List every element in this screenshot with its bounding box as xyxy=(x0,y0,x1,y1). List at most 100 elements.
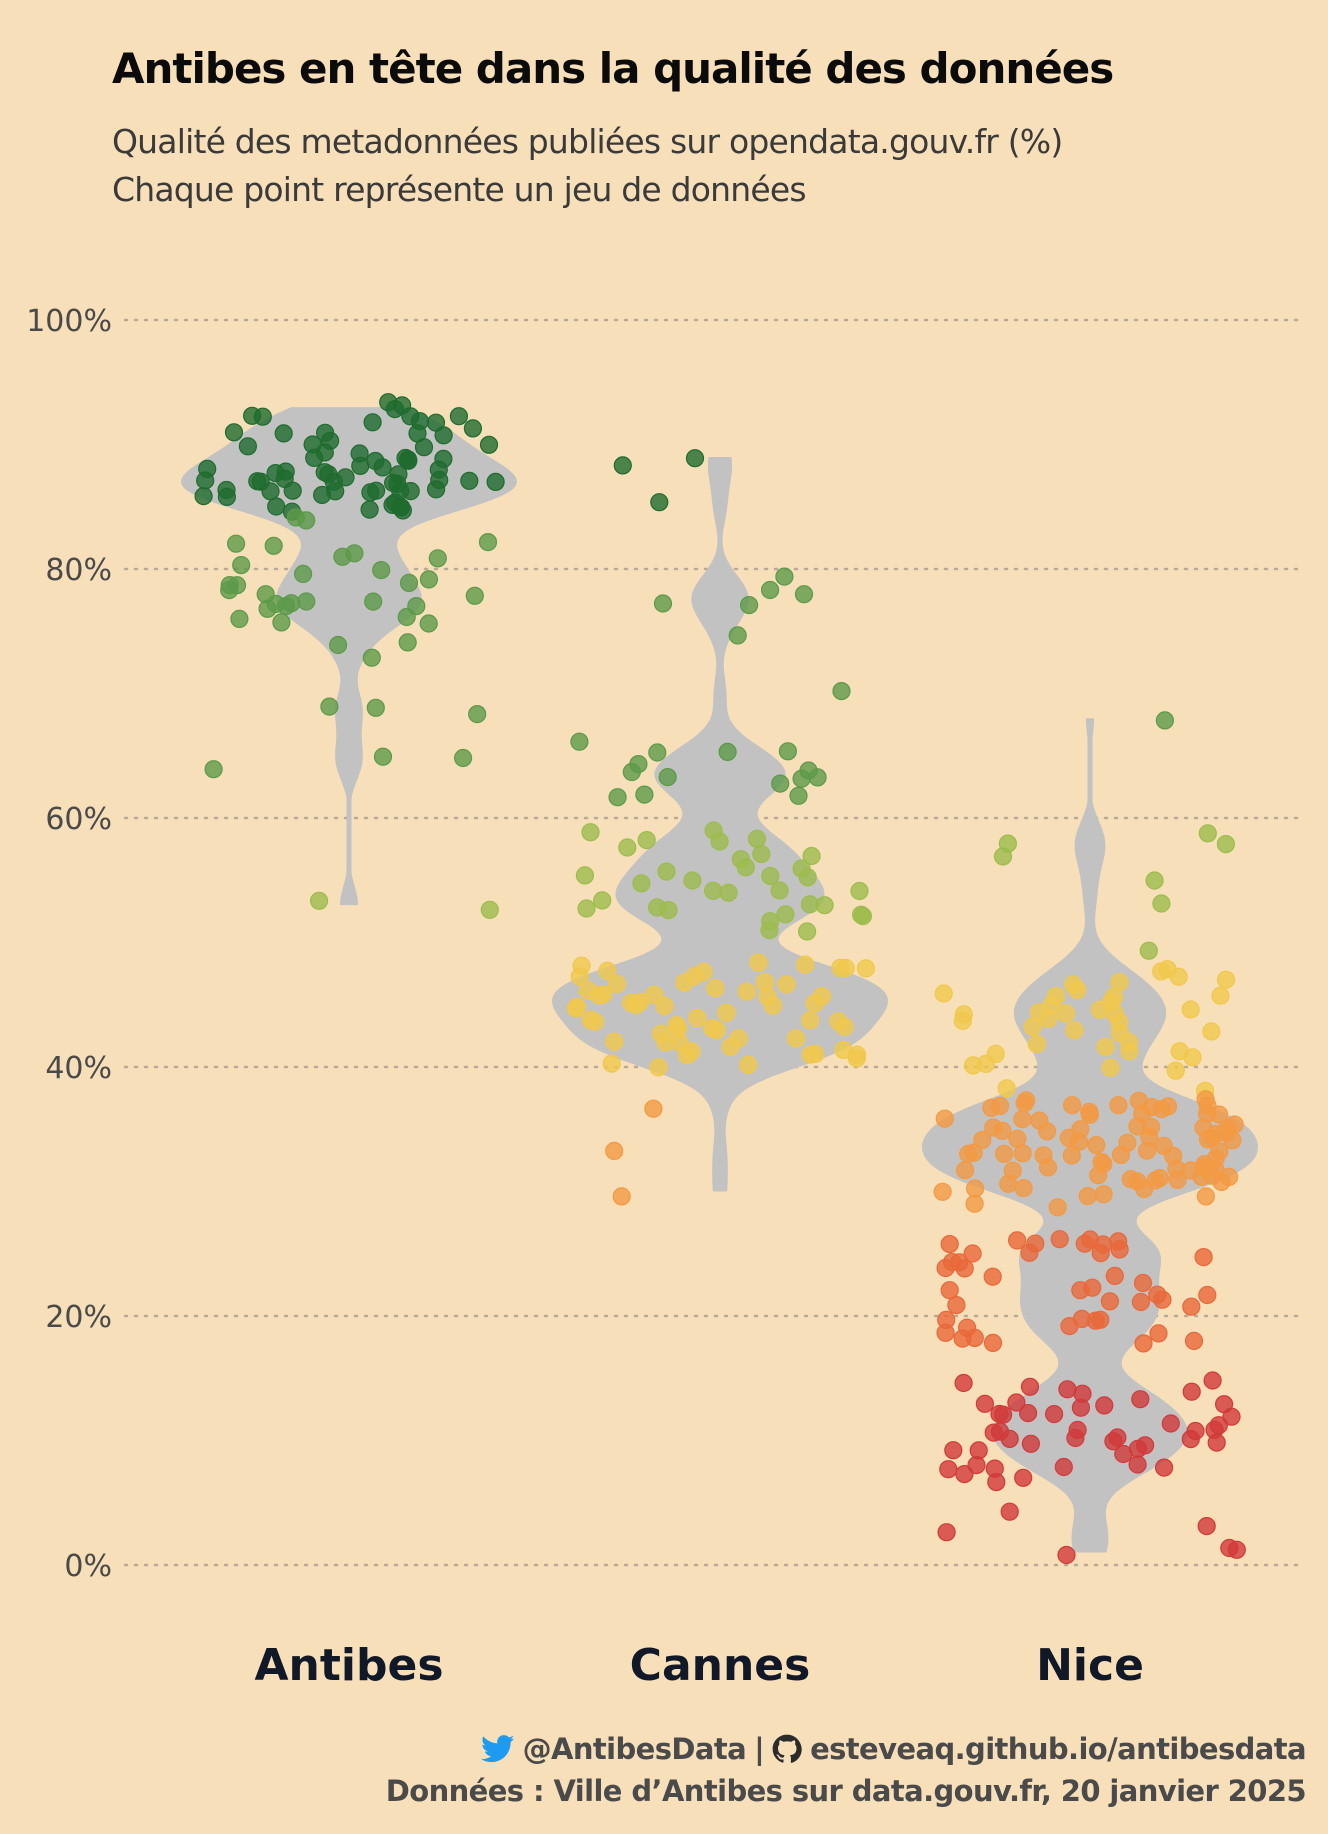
data-point-antibes xyxy=(449,407,468,426)
data-point-nice xyxy=(1027,1034,1046,1054)
data-point-nice xyxy=(965,1328,984,1348)
data-point-nice xyxy=(947,1295,966,1315)
data-point-antibes xyxy=(397,607,416,627)
data-point-cannes xyxy=(752,844,771,864)
data-point-nice xyxy=(1104,1432,1123,1451)
data-point-cannes xyxy=(806,1044,825,1064)
data-point-nice xyxy=(1013,1144,1032,1163)
data-point-cannes xyxy=(607,974,627,994)
data-point-nice xyxy=(1013,1110,1032,1129)
data-point-cannes xyxy=(685,967,704,986)
data-point-cannes xyxy=(685,449,705,468)
data-point-antibes xyxy=(465,586,484,605)
data-point-cannes xyxy=(632,874,651,893)
data-point-nice xyxy=(1007,1231,1027,1250)
data-point-cannes xyxy=(650,493,669,512)
data-point-antibes xyxy=(479,435,499,454)
data-point-nice xyxy=(1094,1185,1113,1204)
data-point-cannes xyxy=(760,920,779,940)
data-point-nice xyxy=(1066,1428,1085,1448)
data-point-antibes xyxy=(486,472,505,491)
data-point-nice xyxy=(1182,1382,1201,1401)
data-point-antibes xyxy=(248,472,267,491)
data-point-nice xyxy=(1211,986,1230,1005)
data-point-cannes xyxy=(792,769,811,788)
data-point-antibes xyxy=(372,560,391,580)
data-point-cannes xyxy=(703,881,723,900)
data-point-nice xyxy=(1000,1429,1019,1449)
data-point-nice xyxy=(940,1234,959,1254)
data-point-nice xyxy=(967,1455,986,1475)
data-point-cannes xyxy=(648,743,667,762)
data-point-cannes xyxy=(637,830,656,850)
data-point-cannes xyxy=(761,866,780,886)
data-point-nice xyxy=(1014,1178,1033,1198)
data-point-nice xyxy=(955,1464,974,1484)
data-point-nice xyxy=(1152,962,1171,981)
data-point-nice xyxy=(990,1404,1009,1424)
data-point-cannes xyxy=(577,899,596,918)
data-point-antibes xyxy=(401,482,420,501)
violin-antibes xyxy=(181,407,517,906)
data-point-antibes xyxy=(419,570,438,589)
data-point-nice xyxy=(1133,1273,1153,1293)
data-point-nice xyxy=(1168,1170,1187,1190)
data-point-antibes xyxy=(297,592,316,611)
data-point-nice xyxy=(1198,824,1217,843)
data-point-antibes xyxy=(230,609,249,629)
data-point-antibes xyxy=(336,468,355,487)
data-point-cannes xyxy=(771,774,790,793)
footer-credits: @AntibesData | esteveaq.github.io/antibe… xyxy=(480,1732,1307,1766)
data-point-cannes xyxy=(575,866,595,885)
data-point-cannes xyxy=(800,895,820,914)
data-point-antibes xyxy=(264,536,283,555)
data-point-nice xyxy=(1038,1158,1058,1177)
data-point-nice xyxy=(1060,1316,1079,1336)
data-point-nice xyxy=(1202,1128,1221,1147)
y-tick-label: 80% xyxy=(45,553,112,588)
data-point-nice xyxy=(1096,1037,1115,1056)
data-point-cannes xyxy=(836,958,855,978)
data-point-antibes xyxy=(399,573,419,593)
data-point-nice xyxy=(1018,1403,1038,1423)
data-point-antibes xyxy=(313,485,332,505)
data-point-nice xyxy=(1153,1290,1172,1309)
data-point-nice xyxy=(993,1121,1012,1140)
data-point-cannes xyxy=(656,1033,675,1052)
twitter-handle[interactable]: @AntibesData xyxy=(522,1732,747,1766)
data-point-cannes xyxy=(717,1003,736,1022)
data-point-cannes xyxy=(747,829,767,849)
data-point-nice xyxy=(936,1258,955,1278)
data-points xyxy=(194,393,1246,1565)
data-point-cannes xyxy=(832,681,851,701)
data-point-nice xyxy=(1161,1414,1180,1433)
data-point-cannes xyxy=(570,967,589,986)
data-point-nice xyxy=(1044,1404,1064,1424)
data-point-nice xyxy=(1135,1179,1154,1199)
data-point-antibes xyxy=(238,437,257,456)
data-point-cannes xyxy=(835,1017,854,1036)
violins xyxy=(181,407,1258,1553)
data-point-nice xyxy=(1065,1021,1084,1040)
data-point-nice xyxy=(987,1472,1006,1492)
x-category-label: Cannes xyxy=(630,1640,811,1691)
data-point-cannes xyxy=(847,1049,866,1068)
data-point-nice xyxy=(1198,1285,1217,1305)
data-point-antibes xyxy=(373,747,393,766)
data-point-nice xyxy=(1110,1240,1129,1259)
data-point-nice xyxy=(1091,1243,1110,1263)
data-point-antibes xyxy=(315,443,334,462)
chart-subtitle-line-2: Chaque point représente un jeu de donnée… xyxy=(112,170,807,209)
data-point-antibes xyxy=(297,511,316,530)
data-point-nice xyxy=(1095,1396,1114,1415)
github-link[interactable]: esteveaq.github.io/antibesdata xyxy=(810,1732,1307,1766)
data-point-antibes xyxy=(454,748,473,768)
data-point-nice xyxy=(1194,1247,1213,1267)
data-point-nice xyxy=(1210,1142,1229,1161)
data-point-cannes xyxy=(794,585,814,604)
data-point-nice xyxy=(1155,711,1175,730)
data-point-nice xyxy=(1203,1371,1222,1390)
data-point-antibes xyxy=(232,555,251,575)
data-point-nice xyxy=(937,1523,956,1542)
